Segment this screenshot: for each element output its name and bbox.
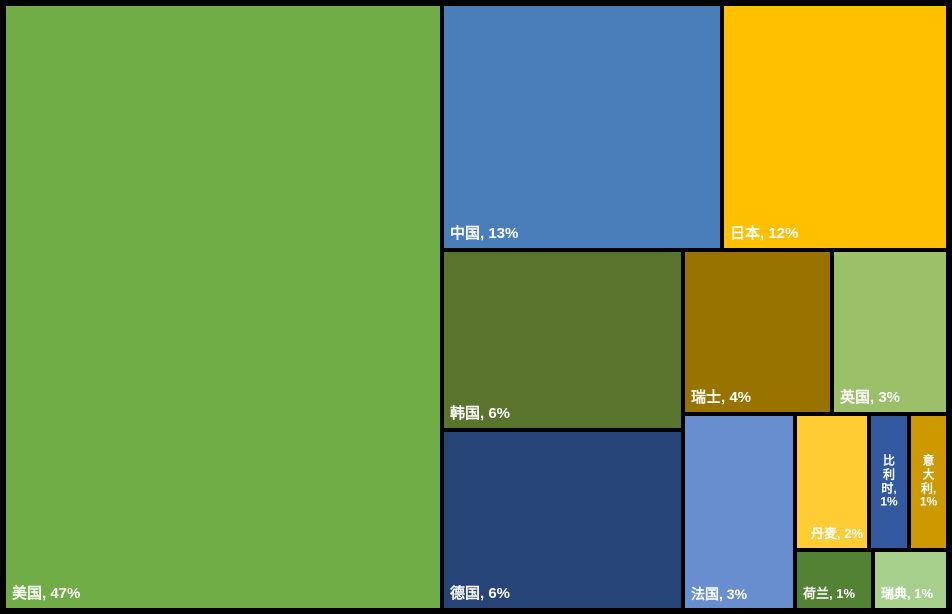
treemap-label-us: 美国, 47%: [12, 585, 80, 602]
treemap-label-be: 比 利 时, 1%: [871, 454, 907, 509]
treemap-label-gb: 英国, 3%: [840, 389, 900, 406]
treemap-label-jp: 日本, 12%: [730, 225, 798, 242]
treemap-cell-ch: 瑞士, 4%: [683, 250, 832, 414]
treemap-cell-se: 瑞典, 1%: [873, 550, 948, 610]
treemap-label-dk: 丹麦, 2%: [811, 527, 863, 542]
treemap-cell-kr: 韩国, 6%: [442, 250, 683, 430]
treemap-chart: 美国, 47% 中国, 13% 日本, 12% 韩国, 6% 德国, 6% 瑞士, 4% 英…: [0, 0, 952, 614]
treemap-label-cn: 中国, 13%: [450, 225, 518, 242]
treemap-cell-us: 美国, 47%: [4, 4, 442, 610]
treemap-cell-jp: 日本, 12%: [722, 4, 948, 250]
treemap-label-kr: 韩国, 6%: [450, 405, 510, 422]
treemap-label-fr: 法国, 3%: [691, 586, 747, 602]
treemap-cell-it: 意 大 利, 1%: [909, 414, 948, 550]
treemap-cell-dk: 丹麦, 2%: [795, 414, 869, 550]
treemap-cell-be: 比 利 时, 1%: [869, 414, 909, 550]
treemap-label-nl: 荷兰, 1%: [803, 587, 855, 602]
treemap-cell-de: 德国, 6%: [442, 430, 683, 610]
treemap-cell-gb: 英国, 3%: [832, 250, 948, 414]
treemap-cell-fr: 法国, 3%: [683, 414, 795, 610]
treemap-label-it: 意 大 利, 1%: [911, 454, 946, 509]
treemap-cell-nl: 荷兰, 1%: [795, 550, 873, 610]
treemap-label-se: 瑞典, 1%: [881, 587, 933, 602]
treemap-cell-cn: 中国, 13%: [442, 4, 722, 250]
treemap-label-ch: 瑞士, 4%: [691, 389, 751, 406]
treemap-label-de: 德国, 6%: [450, 585, 510, 602]
